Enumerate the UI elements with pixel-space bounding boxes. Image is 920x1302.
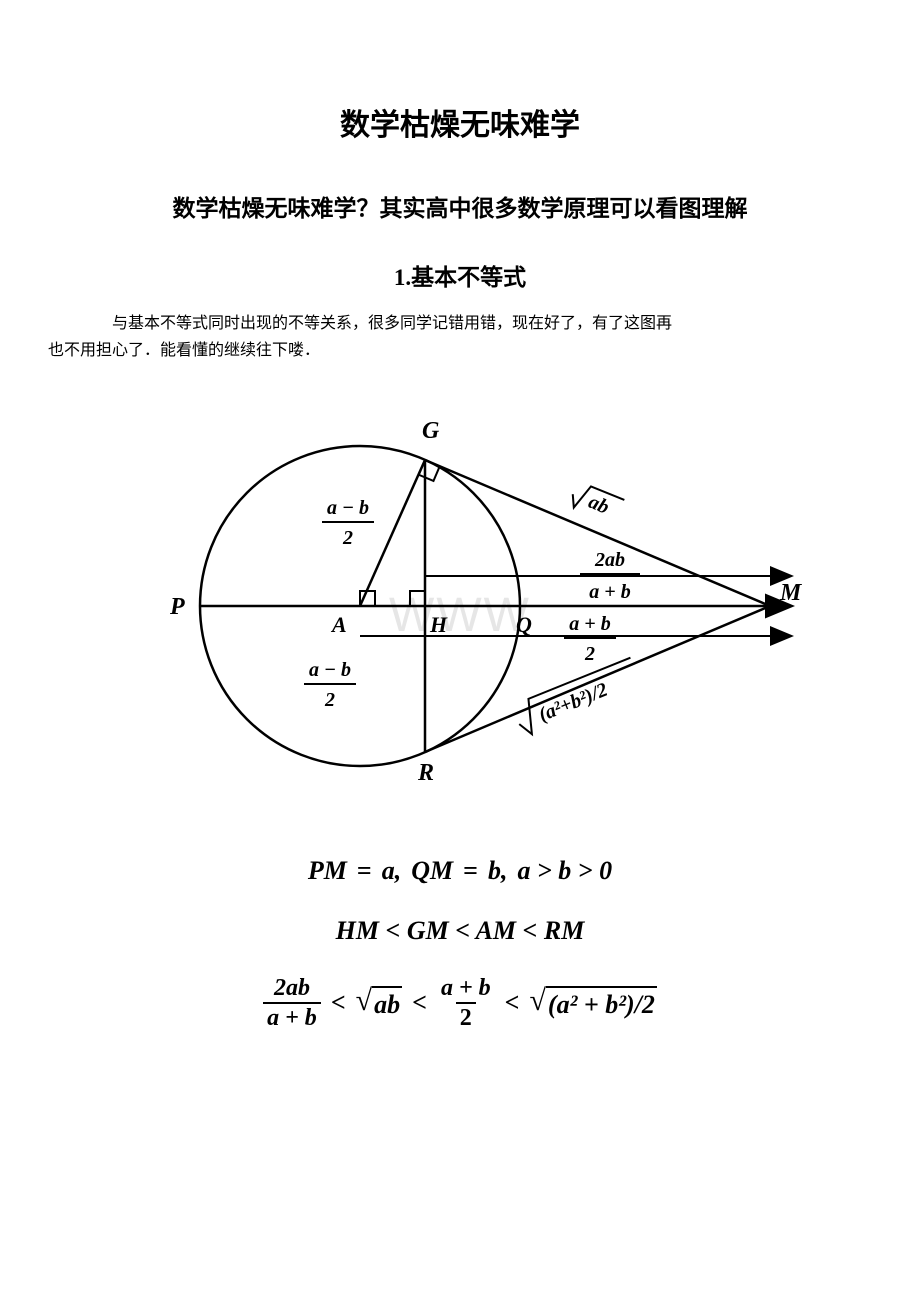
svg-text:a − b: a − b xyxy=(309,659,351,681)
svg-text:(a²+b²)/2: (a²+b²)/2 xyxy=(536,679,611,726)
f2-text: HM < GM < AM < RM xyxy=(336,916,585,946)
f3-hm-den: a + b xyxy=(263,1002,321,1030)
section-name: 基本不等式 xyxy=(411,265,526,290)
formula-order: HM < GM < AM < RM xyxy=(80,916,840,946)
f3-am-den: 2 xyxy=(456,1002,476,1030)
f1-eq1: = xyxy=(357,856,372,886)
radical-icon: √ xyxy=(356,986,372,1016)
intro-paragraph: 与基本不等式同时出现的不等关系，很多同学记错用错，现在好了，有了这图再 也不用担… xyxy=(80,310,840,364)
label-rms: (a²+b²)/2 xyxy=(512,658,643,737)
f1-eq2: = xyxy=(463,856,478,886)
f1-b: b, xyxy=(488,856,508,886)
f3-lt3: < xyxy=(505,988,520,1018)
line-AG xyxy=(360,460,425,606)
label-A: A xyxy=(330,612,347,637)
svg-text:2: 2 xyxy=(342,527,353,549)
f3-am-frac: a + b 2 xyxy=(437,976,495,1030)
svg-text:2: 2 xyxy=(584,643,595,665)
section-title: 1.基本不等式 xyxy=(80,258,840,292)
svg-text:a + b: a + b xyxy=(589,581,630,603)
section-number: 1. xyxy=(394,265,411,290)
f1-pm: PM xyxy=(308,856,347,886)
formula-given: PM = a, QM = b, a > b > 0 xyxy=(80,856,840,886)
f3-rms: √ (a² + b²)/2 xyxy=(529,986,656,1020)
label-Q: Q xyxy=(516,612,532,637)
geometry-diagram: WWW G P A H Q M R a − b 2 xyxy=(80,376,840,816)
f3-rms-body: (a² + b²)/2 xyxy=(546,986,657,1020)
intro-line-2: 也不用担心了．能看懂的继续往下喽． xyxy=(48,342,320,359)
label-sqrt-ab: ab xyxy=(568,482,624,525)
f3-hm-frac: 2ab a + b xyxy=(263,976,321,1030)
f3-gm: √ ab xyxy=(356,986,402,1020)
f3-lt1: < xyxy=(331,988,346,1018)
svg-text:a − b: a − b xyxy=(327,497,369,519)
label-M: M xyxy=(779,580,803,606)
label-G: G xyxy=(422,418,440,444)
right-angle-H xyxy=(410,591,425,606)
svg-text:2: 2 xyxy=(324,689,335,711)
f1-cond: a > b > 0 xyxy=(517,856,612,886)
f3-am-num: a + b xyxy=(437,976,495,1002)
diagram-svg: G P A H Q M R a − b 2 a − b 2 ab 2ab a +… xyxy=(110,376,810,816)
page-subtitle: 数学枯燥无味难学？其实高中很多数学原理可以看图理解 xyxy=(80,189,840,223)
f3-lt2: < xyxy=(412,988,427,1018)
label-frac-upper: a − b 2 xyxy=(322,497,374,549)
f3-hm-num: 2ab xyxy=(270,976,314,1002)
svg-text:ab: ab xyxy=(585,491,612,519)
label-P: P xyxy=(169,594,185,620)
f1-qm: QM xyxy=(411,856,453,886)
svg-text:a + b: a + b xyxy=(569,613,610,635)
page-title: 数学枯燥无味难学 xyxy=(80,100,840,144)
f1-a: a, xyxy=(382,856,402,886)
formula-inequality: 2ab a + b < √ ab < a + b 2 < √ (a² + b²)… xyxy=(80,976,840,1030)
label-am: a + b 2 xyxy=(564,613,616,665)
svg-text:2ab: 2ab xyxy=(594,549,625,571)
label-R: R xyxy=(417,760,434,786)
radical-icon: √ xyxy=(529,986,545,1016)
intro-line-1: 与基本不等式同时出现的不等关系，很多同学记错用错，现在好了，有了这图再 xyxy=(112,315,672,332)
label-H: H xyxy=(429,612,448,637)
label-frac-lower: a − b 2 xyxy=(304,659,356,711)
f3-gm-body: ab xyxy=(372,986,402,1020)
